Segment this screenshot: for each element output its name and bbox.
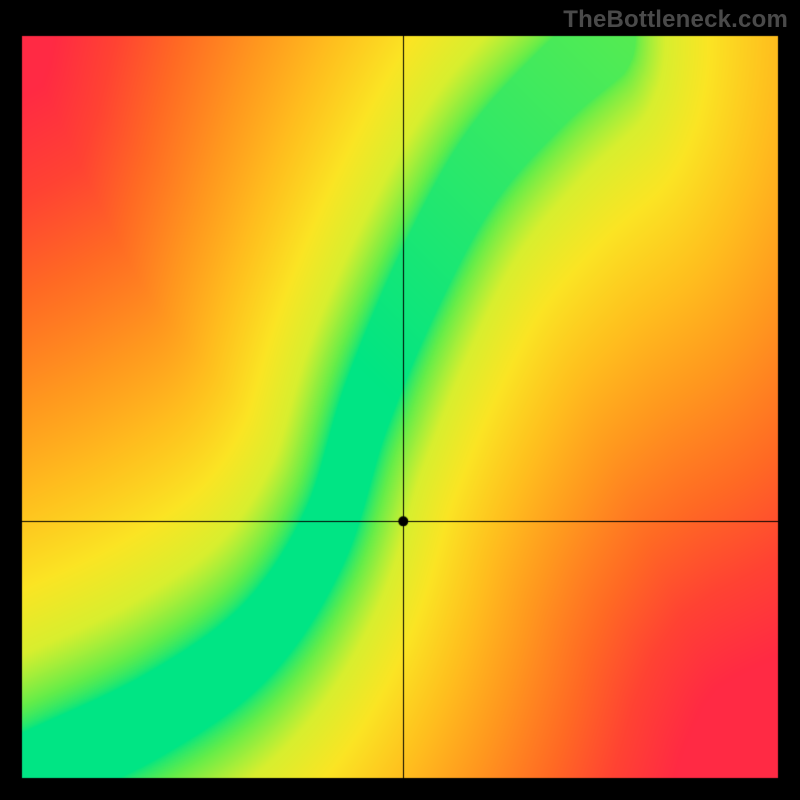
- chart-frame: TheBottleneck.com: [0, 0, 800, 800]
- bottleneck-heatmap-canvas: [0, 0, 800, 800]
- watermark-text: TheBottleneck.com: [563, 6, 788, 34]
